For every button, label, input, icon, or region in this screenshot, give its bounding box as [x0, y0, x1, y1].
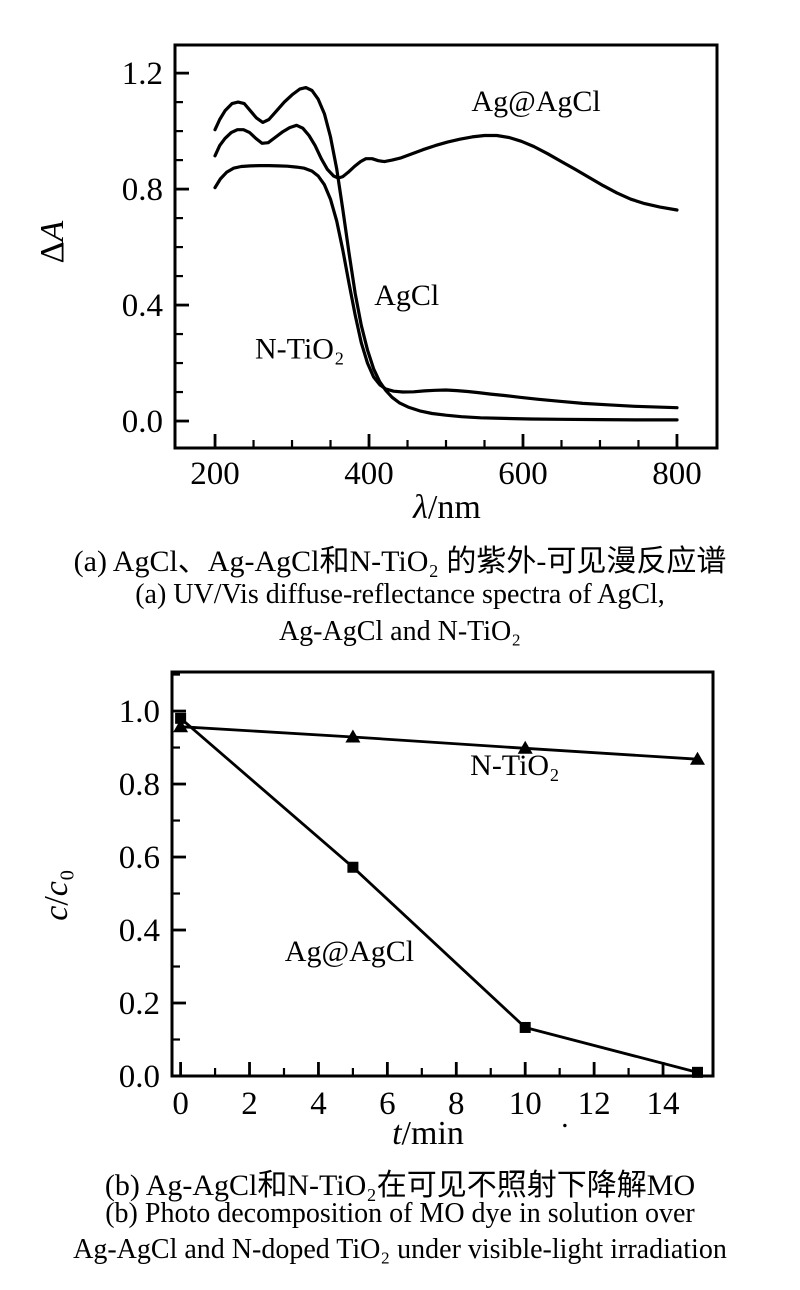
x-tick-label: 6 [379, 1086, 396, 1122]
y-tick-label: 1.2 [122, 56, 163, 92]
annotation-n-tio: N-TiO₂ [470, 749, 559, 782]
y-axis-label: ΔA [34, 220, 71, 263]
annotation-ag-agcl: Ag@AgCl [285, 935, 414, 968]
x-axis-label: t/min [392, 1115, 464, 1152]
x-tick-label: 2 [241, 1086, 258, 1122]
caption-b-zh: (b) Ag-AgCl和N-TiO₂在可见不照射下降解MO [104, 1169, 696, 1202]
caption-a-en-line1: (a) UV/Vis diffuse-reflectance spectra o… [135, 579, 665, 610]
plot-frame [170, 670, 715, 1078]
y-tick-label: 0.2 [119, 986, 160, 1022]
caption-a-en-line2: Ag-AgCl and N-TiO₂ [278, 616, 522, 647]
series-curve-n-tio [213, 164, 679, 410]
annotation-agcl: AgCl [374, 279, 439, 312]
y-tick-label: 1.0 [119, 694, 160, 730]
x-tick-label: 400 [344, 456, 394, 492]
y-tick-label: 0.4 [122, 288, 163, 324]
y-tick-label: 0.4 [119, 913, 160, 949]
caption-a-zh: (a) AgCl、Ag-AgCl和N-TiO₂ 的紫外-可见漫反应谱 [73, 545, 727, 578]
uv-vis-spectra-chart: 200 400 600 800 0.0 0.4 0.8 1.2 λ/nm ΔA Ag@AgCl AgC… [34, 43, 719, 526]
x-tick-label: 800 [652, 456, 702, 492]
y-axis-label: c/c₀ [38, 869, 75, 921]
triangle-marker [173, 719, 189, 733]
square-marker [347, 861, 359, 873]
x-tick-label: 8 [448, 1086, 465, 1122]
triangle-marker [345, 729, 361, 743]
y-tick-label: 0.8 [119, 767, 160, 803]
annotation-n-tio: N-TiO₂ [255, 333, 344, 366]
square-marker [175, 712, 187, 724]
series-curve-agcl [213, 85, 679, 422]
x-tick-label: 10 [509, 1086, 542, 1122]
annotation-mark: . [561, 1101, 569, 1134]
series-curve-n-tio [179, 725, 699, 761]
triangle-marker [689, 751, 705, 765]
caption-b-en-line2: Ag-AgCl and N-doped TiO₂ under visible-l… [73, 1234, 727, 1265]
triangle-marker [517, 740, 533, 754]
square-marker [691, 1066, 703, 1078]
square-marker [519, 1021, 531, 1033]
series-curve-ag-agcl [213, 123, 679, 212]
x-axis-label: λ/nm [412, 489, 481, 526]
y-tick-label: 0.0 [122, 404, 163, 440]
x-tick-label: 200 [190, 456, 240, 492]
x-tick-label: 14 [647, 1086, 680, 1122]
y-tick-label: 0.8 [122, 172, 163, 208]
plot-frame [173, 43, 719, 450]
x-tick-label: 600 [498, 456, 548, 492]
x-tick-label: 12 [578, 1086, 611, 1122]
caption-b-en-line1: (b) Photo decomposition of MO dye in sol… [105, 1198, 695, 1229]
y-tick-label: 0.0 [119, 1059, 160, 1095]
annotation-ag-agcl: Ag@AgCl [471, 85, 600, 118]
x-tick-label: 4 [310, 1086, 327, 1122]
mo-degradation-chart: 0 2 4 6 8 10 12 14 0.0 0.2 0.4 0.6 0.8 1.0 t/min c/c₀ N-… [38, 670, 715, 1152]
series-curve-ag-agcl [179, 716, 699, 1074]
x-tick-label: 0 [172, 1086, 189, 1122]
y-tick-label: 0.6 [119, 840, 160, 876]
